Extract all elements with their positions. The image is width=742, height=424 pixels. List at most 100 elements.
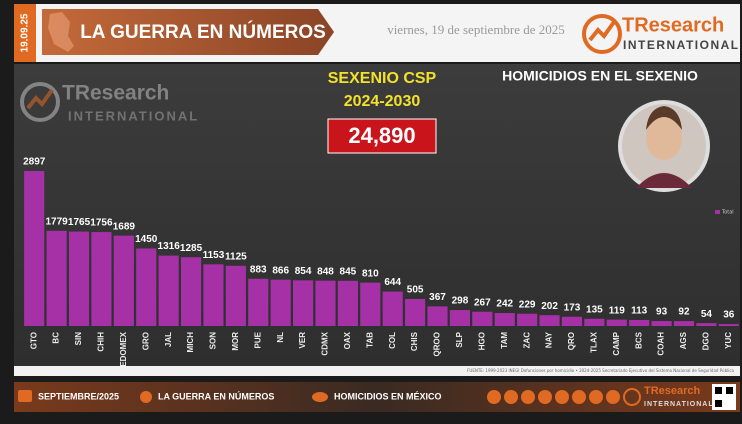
- footer-month: SEPTIEMBRE/2025: [38, 391, 119, 401]
- footer-logo-main: TResearch: [644, 385, 701, 397]
- x-tick-label: HGO: [477, 332, 486, 350]
- x-tick-label: QRO: [567, 332, 576, 350]
- x-tick-label: CHIS: [410, 331, 419, 351]
- bar: [427, 306, 448, 326]
- value-label: 1153: [203, 250, 225, 261]
- value-label: 54: [701, 309, 713, 320]
- bar: [46, 230, 67, 326]
- calendar-icon: [18, 390, 32, 402]
- bar: [248, 278, 269, 326]
- x-tick-label: CDMX: [321, 331, 330, 355]
- value-label: 883: [250, 264, 267, 275]
- value-label: 1125: [225, 251, 247, 262]
- footer-logo-sub: INTERNATIONAL: [644, 401, 714, 408]
- x-tick-label: YUC: [724, 332, 733, 349]
- x-tick-label: TLAX: [589, 331, 598, 353]
- value-label: 854: [295, 266, 312, 277]
- x-tick-label: COAH: [657, 332, 666, 356]
- portrait: [618, 100, 710, 192]
- value-label: 845: [340, 266, 357, 277]
- logo: TResearch INTERNATIONAL: [582, 14, 740, 54]
- value-label: 1756: [90, 218, 113, 229]
- x-tick-label: AGS: [679, 331, 688, 349]
- value-label: 1450: [135, 234, 158, 245]
- value-label: 267: [474, 297, 491, 308]
- legend-swatch: [715, 210, 720, 214]
- legend-label: Total: [721, 210, 734, 216]
- value-label: 113: [631, 306, 648, 317]
- social-icons: [487, 390, 620, 404]
- x-tick-label: DGO: [702, 332, 711, 350]
- bar: [203, 264, 224, 326]
- bar: [113, 235, 134, 326]
- x-tick-label: QROO: [433, 332, 442, 356]
- bar: [337, 280, 358, 326]
- bar: [292, 280, 314, 326]
- source: FUENTE: 1999-2023 INEGI Defunciones por …: [467, 368, 734, 373]
- bar: [68, 231, 90, 326]
- qr-code: [715, 400, 722, 407]
- x-tick-label: BC: [52, 332, 61, 344]
- bar: [584, 318, 605, 326]
- x-tick-label: GTO: [29, 332, 38, 349]
- value-label: 92: [678, 307, 690, 318]
- value-label: 229: [519, 299, 536, 310]
- bar: [24, 171, 45, 326]
- bar: [718, 324, 739, 326]
- value-label: 644: [384, 277, 401, 288]
- bar: [270, 279, 291, 326]
- bars: 2897 GTO 1779 BC 1765 SIN 1756 CHIH 1689 EDOMEX 14…: [23, 157, 739, 367]
- x-tick-label: JAL: [164, 332, 173, 347]
- panel-title: SEXENIO CSP: [328, 70, 437, 87]
- x-tick-label: PUE: [253, 331, 262, 348]
- total-box: [327, 118, 437, 154]
- bar: [561, 316, 583, 326]
- bar: [158, 255, 179, 326]
- value-label: 93: [656, 307, 668, 318]
- value-label: 810: [362, 268, 379, 279]
- banner: [42, 9, 334, 55]
- value-label: 1316: [158, 241, 181, 252]
- people-icon: [140, 391, 152, 403]
- x-tick-label: CAMP: [612, 331, 621, 355]
- bar: [180, 257, 202, 326]
- x-tick-label: SIN: [74, 332, 83, 346]
- value-label: 505: [407, 285, 424, 296]
- bar: [651, 321, 672, 326]
- bar: [539, 315, 560, 326]
- logo-main: TResearch: [622, 14, 724, 36]
- date: viernes, 19 de septiembre de 2025: [387, 22, 565, 37]
- map-icon: [48, 12, 74, 52]
- value-label: 1285: [180, 243, 203, 254]
- bar: [136, 248, 157, 326]
- x-tick-label: MOR: [231, 332, 240, 351]
- x-tick-label: TAB: [365, 332, 374, 348]
- x-tick-label: VER: [298, 332, 307, 349]
- logo-main: TResearch: [62, 82, 169, 105]
- value-label: 135: [586, 304, 603, 315]
- footer-logo-icon: [623, 388, 641, 406]
- banner-title: LA GUERRA EN NÚMEROS: [80, 21, 326, 43]
- value-label: 119: [609, 305, 626, 316]
- logo-sub: INTERNATIONAL: [623, 38, 740, 52]
- source-strip: [14, 366, 740, 376]
- logo-sub: INTERNATIONAL: [68, 108, 199, 123]
- total: 24,890: [348, 123, 415, 148]
- x-tick-label: TAM: [500, 332, 509, 349]
- value-label: 242: [496, 299, 513, 310]
- subtitle: HOMICIDIOS EN EL SEXENIO: [502, 68, 698, 84]
- bar: [472, 311, 493, 326]
- bar: [360, 282, 381, 326]
- value-label: 173: [564, 302, 581, 313]
- bar: [382, 291, 403, 326]
- qr-code: [715, 387, 722, 394]
- x-tick-label: SLP: [455, 331, 464, 347]
- bar: [696, 323, 717, 326]
- value-label: 866: [272, 265, 289, 276]
- x-tick-label: GRO: [141, 332, 150, 350]
- bar: [494, 313, 515, 326]
- value-label: 367: [429, 292, 446, 303]
- x-tick-label: NAY: [545, 331, 554, 348]
- bar: [449, 310, 471, 326]
- watermark-logo: TResearch INTERNATIONAL: [20, 82, 199, 123]
